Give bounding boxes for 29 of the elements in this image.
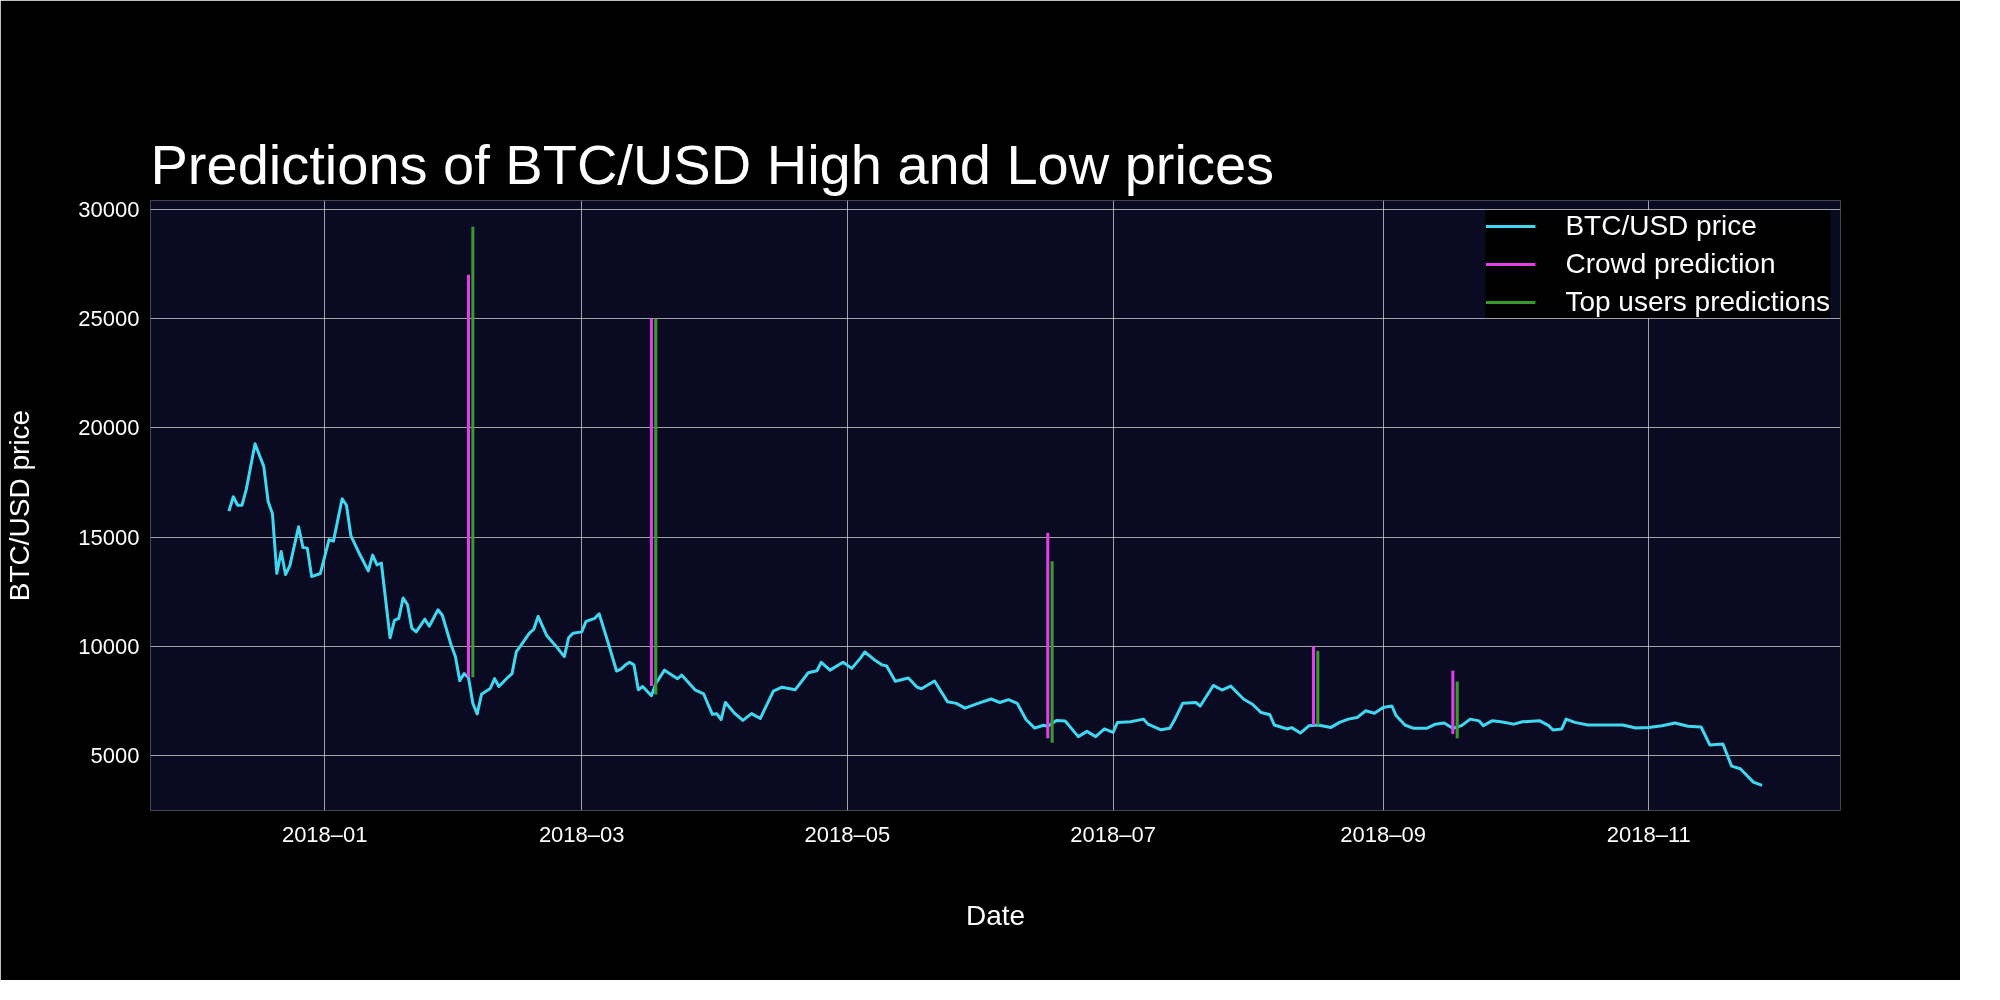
line-series <box>227 442 1764 787</box>
bar <box>1316 650 1320 726</box>
y-axis-title: BTC/USD price <box>4 409 36 602</box>
x-tick-label: 2018–03 <box>538 821 625 847</box>
bar <box>1455 681 1459 739</box>
y-tick-label: 30000 <box>78 196 140 222</box>
bar <box>471 226 475 678</box>
y-tick-label: 20000 <box>78 415 140 441</box>
bar <box>654 318 658 695</box>
x-tick-label: 2018–05 <box>804 821 891 847</box>
bar <box>1050 561 1054 743</box>
x-tick-label: 2018–07 <box>1070 821 1156 847</box>
bar <box>1451 670 1455 734</box>
bar <box>649 318 653 686</box>
x-tick-label: 2018–11 <box>1606 821 1691 847</box>
x-tick-label: 2018–01 <box>281 821 368 847</box>
y-tick-label: 5000 <box>90 743 140 769</box>
bar <box>1311 646 1315 726</box>
y-tick-label: 15000 <box>78 524 140 550</box>
legend-label: Top users predictions <box>1565 286 1830 318</box>
chart-title: Predictions of BTC/USD High and Low prices <box>150 132 1275 196</box>
bar <box>1046 532 1050 739</box>
legend-label: Crowd prediction <box>1565 248 1776 280</box>
y-tick-label: 10000 <box>78 634 140 660</box>
x-axis-title: Date <box>965 899 1026 931</box>
legend-label: BTC/USD price <box>1565 210 1757 242</box>
y-tick-label: 25000 <box>78 306 140 332</box>
x-tick-label: 2018–09 <box>1340 821 1426 847</box>
bar <box>466 274 470 678</box>
